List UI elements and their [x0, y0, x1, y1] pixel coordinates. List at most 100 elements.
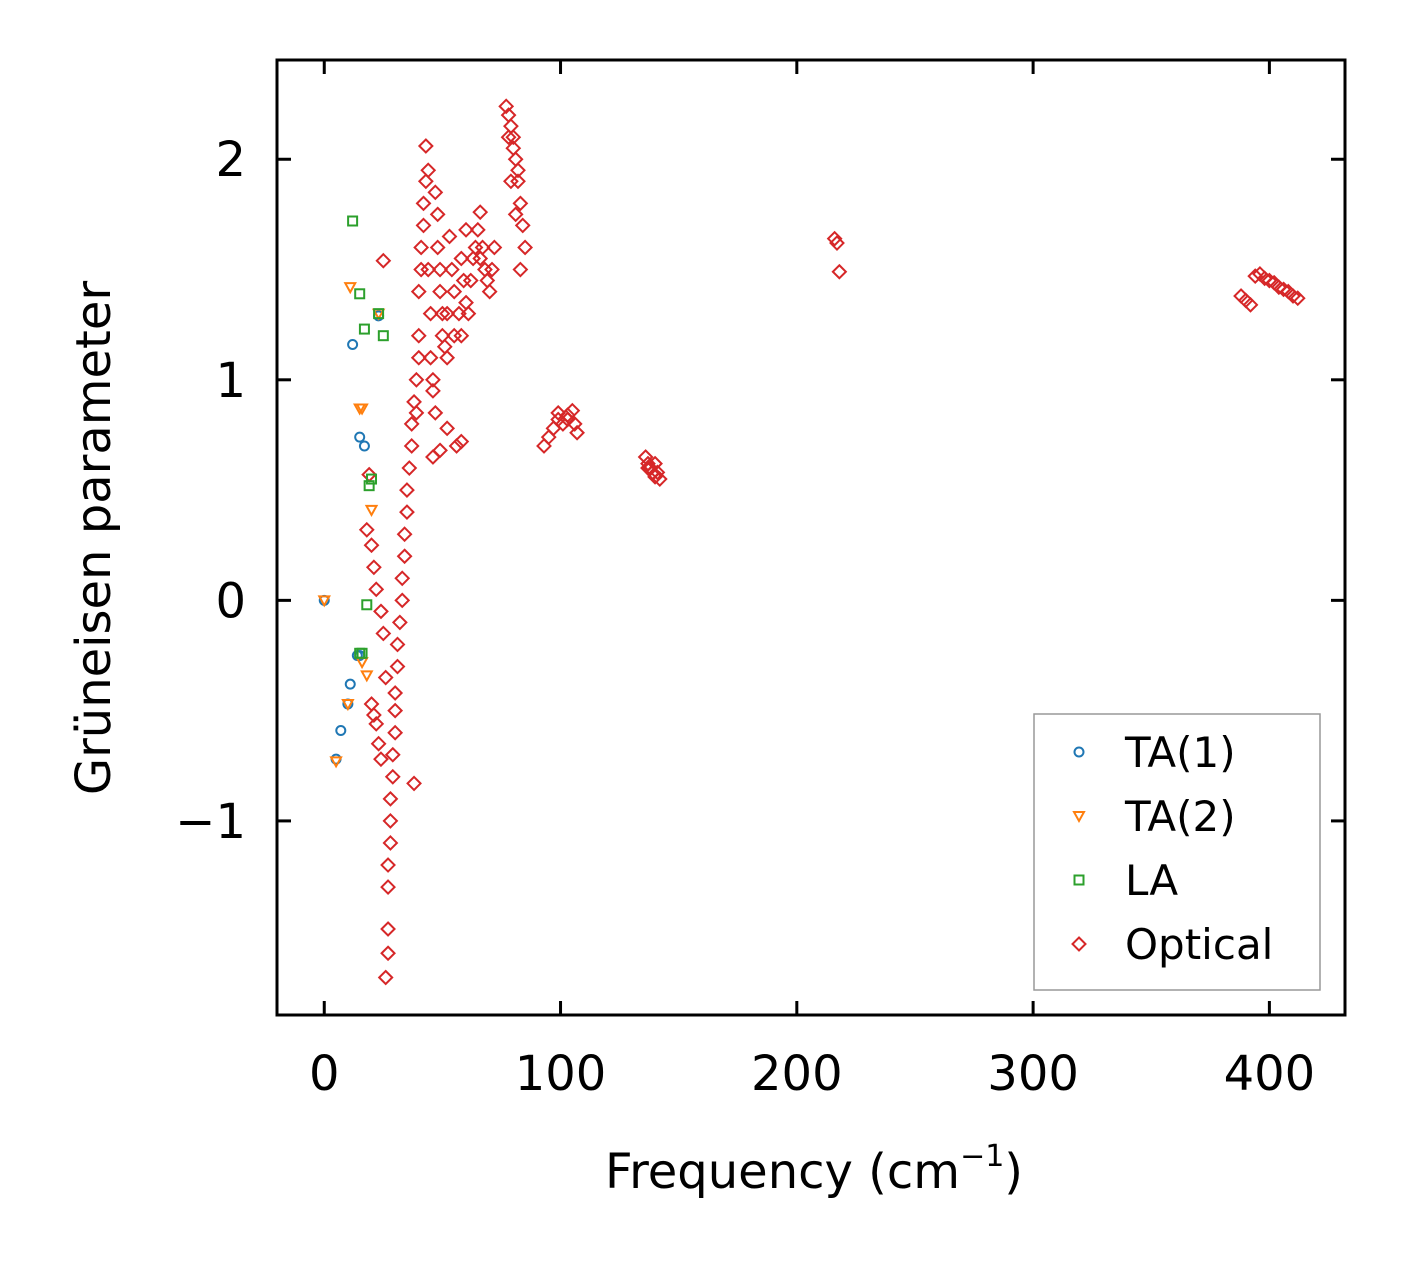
data-point	[453, 327, 470, 344]
data-point	[377, 669, 394, 686]
data-point	[510, 162, 526, 179]
data-point	[370, 735, 387, 752]
data-point	[417, 138, 434, 154]
data-point	[343, 282, 357, 295]
data-point	[406, 775, 422, 792]
data-point	[460, 305, 477, 322]
data-point	[1275, 281, 1292, 298]
legend-label: LA	[1125, 856, 1178, 905]
data-point	[394, 592, 411, 609]
data-point	[432, 283, 448, 300]
data-point	[375, 252, 392, 269]
data-point	[1289, 290, 1306, 307]
data-point	[443, 261, 460, 278]
data-point	[472, 204, 489, 221]
data-point	[344, 678, 356, 690]
data-point	[387, 702, 404, 719]
data-point	[382, 812, 399, 829]
data-point	[425, 382, 441, 399]
legend-marker	[1071, 936, 1087, 952]
x-axis-label-main: Frequency (cm	[605, 1144, 960, 1200]
legend-item: Optical	[1071, 920, 1273, 969]
legend-item: TA(1)	[1073, 728, 1236, 777]
data-point	[448, 438, 465, 454]
x-tick-label: 100	[515, 1046, 607, 1102]
data-point	[384, 768, 401, 785]
data-point	[465, 250, 482, 267]
x-axis-label: Frequency (cm−1)	[605, 1139, 1023, 1200]
data-point	[363, 537, 380, 554]
data-point	[396, 526, 413, 543]
legend-label: TA(1)	[1124, 728, 1236, 777]
data-point	[380, 945, 396, 962]
data-point	[401, 460, 418, 476]
data-point	[365, 707, 382, 723]
data-point	[364, 504, 379, 517]
data-point	[408, 371, 425, 388]
data-point	[389, 658, 406, 675]
data-point	[432, 261, 448, 278]
data-point	[415, 195, 432, 212]
data-point	[410, 327, 427, 344]
data-point	[403, 438, 420, 454]
data-point	[422, 305, 439, 322]
x-axis-label-superscript: −1	[960, 1139, 1004, 1174]
legend-label: TA(2)	[1124, 792, 1236, 841]
legend-item: TA(2)	[1072, 792, 1236, 841]
data-point	[512, 195, 529, 212]
x-tick-label: 200	[751, 1046, 843, 1102]
data-point	[341, 699, 355, 712]
x-tick-label: 0	[309, 1046, 340, 1102]
legend-marker	[1073, 746, 1085, 758]
data-point	[354, 288, 366, 300]
legend-label: Optical	[1125, 920, 1273, 969]
data-point	[417, 173, 434, 190]
data-point	[389, 636, 406, 653]
data-point	[380, 921, 396, 937]
legend-marker	[1073, 874, 1085, 886]
data-point	[831, 263, 848, 280]
data-point	[481, 283, 498, 300]
data-point	[347, 215, 359, 227]
data-point	[432, 442, 448, 459]
data-point	[396, 548, 413, 565]
data-point	[410, 283, 427, 300]
legend-frame	[1033, 713, 1321, 991]
data-point	[1270, 279, 1287, 296]
data-point	[368, 715, 385, 732]
data-point	[462, 272, 479, 289]
data-point	[441, 228, 458, 245]
data-point	[453, 433, 470, 450]
data-point	[429, 206, 446, 223]
data-point	[380, 879, 396, 895]
legend-marker	[1072, 811, 1086, 824]
data-point	[1261, 272, 1278, 289]
data-point	[329, 756, 343, 769]
legend-items: TA(1) TA(2) LA Optical	[1071, 728, 1273, 969]
data-point	[1247, 268, 1264, 285]
data-point	[1256, 270, 1273, 287]
axis-ticks	[277, 60, 1345, 1015]
data-point	[453, 250, 470, 267]
data-point	[512, 261, 529, 278]
data-point	[410, 349, 427, 366]
data-point	[434, 305, 451, 322]
data-point	[403, 416, 420, 432]
data-point	[514, 217, 531, 234]
y-tick-label: 2	[215, 132, 246, 188]
data-point	[446, 283, 463, 300]
data-point	[413, 261, 430, 278]
x-tick-label: 300	[987, 1046, 1079, 1102]
data-point	[358, 521, 375, 538]
y-tick-label: −1	[175, 794, 246, 850]
data-point	[458, 221, 474, 238]
series-la	[347, 215, 389, 659]
data-point	[399, 482, 415, 498]
data-point	[358, 440, 370, 452]
data-point	[382, 790, 399, 807]
data-point	[1285, 288, 1301, 304]
data-point	[422, 349, 439, 366]
data-point	[507, 206, 524, 223]
data-point	[651, 471, 668, 487]
